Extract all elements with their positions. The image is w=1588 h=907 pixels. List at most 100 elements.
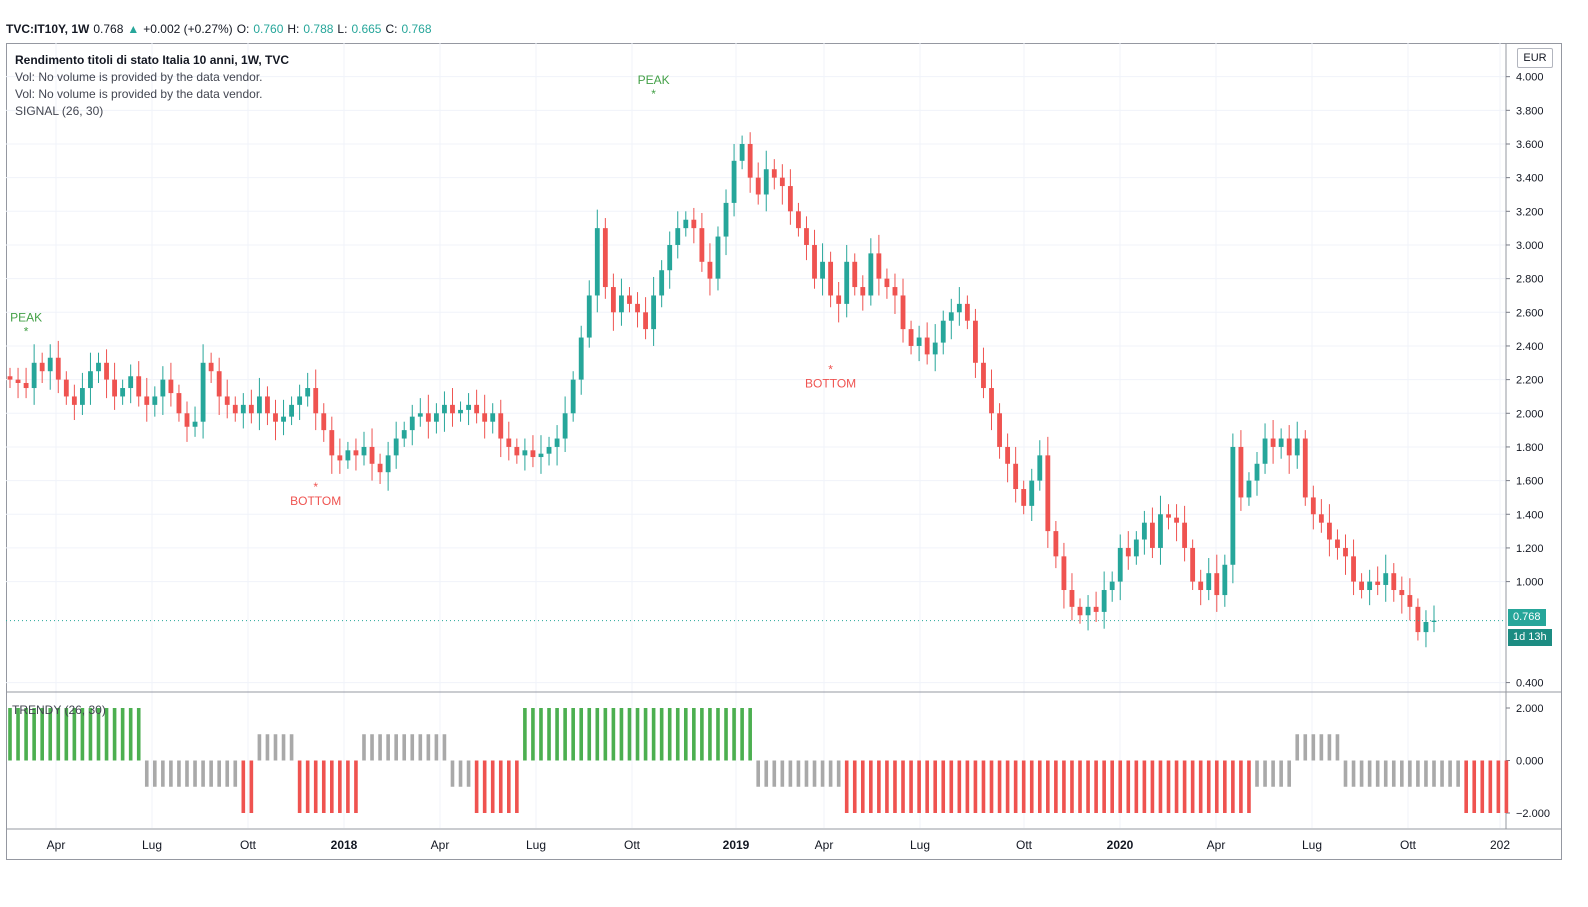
y-tick-label: 3.400 — [1516, 173, 1544, 185]
candle-body — [337, 455, 343, 461]
trendy-bar-red — [1488, 760, 1493, 813]
candle-body — [1238, 446, 1244, 498]
candle-body — [1045, 455, 1051, 532]
candle-body — [1415, 606, 1421, 633]
candle-body — [1125, 547, 1131, 557]
candle-body — [586, 295, 592, 338]
legend-volume-2[interactable]: Vol: No volume is provided by the data v… — [15, 87, 263, 101]
trendy-bar-red — [869, 760, 873, 813]
trendy-bar-red — [997, 760, 1002, 813]
candle-body — [401, 430, 407, 439]
candle-body — [530, 450, 536, 458]
last-price-tag: 0.768 — [1508, 609, 1546, 626]
trendy-bar-grey — [1335, 734, 1340, 761]
candle-body — [1093, 606, 1099, 612]
y-tick-label: 3.200 — [1516, 206, 1544, 218]
peak-label: PEAK — [638, 73, 670, 87]
candle-body — [1053, 531, 1059, 557]
sub-y-tick-label: 2.000 — [1516, 703, 1544, 715]
trendy-bar-red — [1029, 760, 1034, 813]
trendy-bar-green — [539, 708, 543, 761]
candle-body — [152, 396, 158, 405]
candle-body — [1302, 438, 1308, 498]
trendy-bar-grey — [442, 734, 447, 761]
price-chart[interactable]: 4.000 3.800 3.600 3.400 3.200 3.000 2.800 2.600… — [6, 43, 1562, 860]
trendy-bar-green — [627, 708, 632, 761]
candle-body — [860, 287, 866, 296]
trendy-bar-red — [506, 760, 511, 813]
trendy-bar-grey — [1383, 760, 1388, 787]
legend-title[interactable]: Rendimento titoli di stato Italia 10 ann… — [15, 53, 290, 67]
peak-label: PEAK — [10, 311, 42, 325]
candle-body — [409, 416, 415, 431]
x-tick-label: 2019 — [723, 838, 750, 852]
candle-body — [940, 320, 946, 343]
legend-signal[interactable]: SIGNAL (26, 30) — [15, 104, 104, 118]
trendy-bar-grey — [1400, 760, 1404, 787]
candle-body — [474, 404, 480, 414]
trendy-legend[interactable]: TRENDY (26, 30) — [12, 703, 106, 717]
trendy-bar-grey — [1263, 760, 1267, 787]
candle-body — [232, 404, 238, 414]
trendy-bar-green — [603, 708, 608, 761]
candle-body — [192, 421, 198, 427]
trendy-bar-red — [1214, 760, 1219, 813]
candle-body — [779, 177, 785, 187]
trendy-bar-grey — [434, 734, 439, 761]
candle-body — [7, 376, 13, 380]
trendy-bar-green — [16, 708, 20, 761]
candle-body — [1318, 514, 1324, 523]
candle-body — [948, 312, 954, 321]
candle-body — [828, 261, 834, 296]
candle-body — [265, 396, 270, 414]
trendy-bar-red — [1062, 760, 1066, 813]
trendy-bar-red — [1110, 760, 1115, 813]
candle-body — [868, 253, 874, 296]
trendy-bar-red — [329, 760, 334, 813]
x-tick-label: Apr — [431, 838, 450, 852]
trendy-bar-red — [297, 760, 302, 813]
candle-body — [128, 376, 134, 389]
candle-body — [1150, 522, 1155, 548]
bottom-star: * — [313, 480, 318, 494]
y-tick-label: 3.000 — [1516, 240, 1544, 252]
candle-body — [1085, 606, 1091, 616]
trendy-bar-grey — [1255, 760, 1259, 787]
candle-body — [1166, 514, 1171, 518]
trendy-bar-green — [595, 708, 600, 761]
candle-body — [691, 219, 697, 229]
trendy-bar-grey — [177, 760, 181, 787]
trendy-bar-red — [981, 760, 986, 813]
candle-body — [506, 438, 512, 447]
trendy-bar-red — [346, 760, 350, 813]
trendy-bar-green — [563, 708, 567, 761]
candle-body — [570, 379, 576, 414]
trendy-bar-grey — [466, 760, 471, 787]
legend-volume-1[interactable]: Vol: No volume is provided by the data v… — [15, 70, 263, 84]
candle-body — [651, 295, 657, 330]
candle-body — [313, 388, 319, 414]
candle-body — [112, 379, 118, 397]
sub-y-tick-label: 0.000 — [1516, 756, 1544, 768]
bottom-label: BOTTOM — [805, 376, 856, 390]
trendy-bar-red — [313, 760, 318, 813]
trendy-bar-grey — [772, 760, 777, 787]
trendy-bar-red — [1054, 760, 1058, 813]
candle-body — [15, 379, 21, 383]
candle-body — [1391, 573, 1397, 591]
trendy-bar-green — [587, 708, 592, 761]
x-tick-label: Apr — [47, 838, 66, 852]
candle-body — [884, 278, 890, 288]
trendy-bar-grey — [209, 760, 213, 787]
candle-body — [1214, 573, 1220, 596]
symbol-name[interactable]: TVC:IT10Y, 1W — [6, 22, 90, 36]
candle-body — [361, 446, 367, 456]
candle-body — [699, 228, 705, 262]
trendy-bar-red — [1464, 760, 1468, 813]
candle-body — [667, 244, 673, 271]
trendy-bar-grey — [756, 760, 761, 787]
candle-body — [852, 261, 858, 288]
x-tick-label: 2018 — [331, 838, 358, 852]
currency-button[interactable]: EUR — [1517, 48, 1553, 68]
trendy-bar-grey — [1287, 760, 1291, 787]
